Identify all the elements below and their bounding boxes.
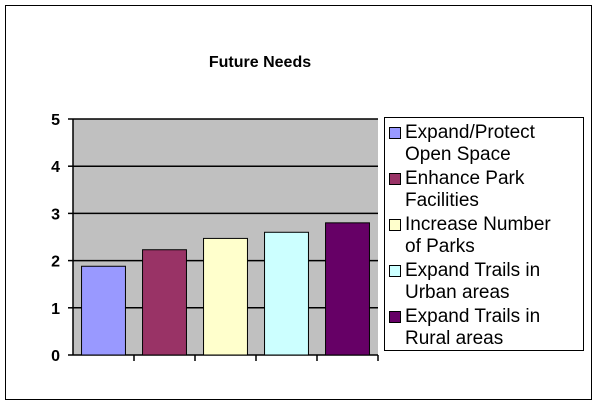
- legend-label: Expand Trails in Urban areas: [405, 260, 541, 303]
- chart-title: Future Needs: [209, 54, 311, 71]
- y-tick-label: 3: [51, 206, 60, 223]
- bar-2: [142, 249, 187, 356]
- y-tick-label: 5: [51, 112, 60, 129]
- legend-swatch: [389, 127, 401, 139]
- bar-4: [264, 231, 309, 356]
- bar-1: [81, 265, 126, 356]
- bar-3: [203, 237, 248, 356]
- legend-label: Expand Trails in Rural areas: [405, 306, 541, 349]
- y-tick-label: 1: [51, 301, 60, 318]
- bar-5: [325, 222, 370, 356]
- y-tick-label: 4: [51, 159, 60, 176]
- y-tick-label: 0: [51, 348, 60, 365]
- legend-label: Expand/Protect Open Space: [405, 122, 535, 165]
- legend-label: Increase Number of Parks: [405, 214, 551, 257]
- chart-legend: Expand/Protect Open Space Enhance Park F…: [384, 117, 584, 351]
- legend-label: Enhance Park Facilities: [405, 168, 525, 211]
- legend-swatch: [389, 265, 401, 277]
- legend-swatch: [389, 173, 401, 185]
- legend-swatch: [389, 219, 401, 231]
- y-tick-label: 2: [51, 254, 60, 271]
- legend-swatch: [389, 311, 401, 323]
